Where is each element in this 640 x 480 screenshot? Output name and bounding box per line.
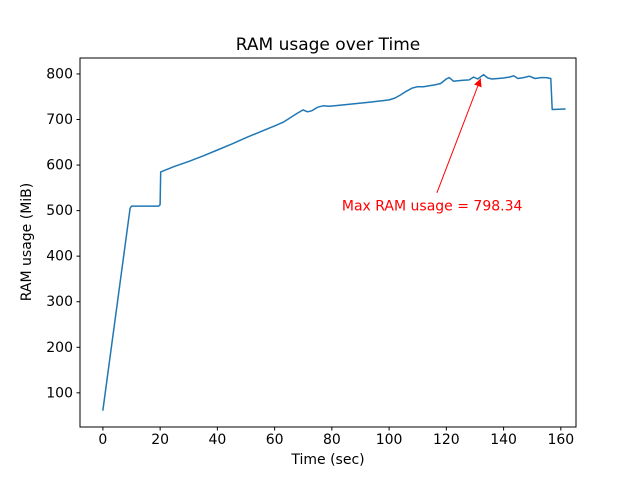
x-tick-label: 120	[433, 432, 460, 448]
ram-usage-line	[102, 73, 566, 411]
x-tick-label: 20	[151, 432, 169, 448]
y-tick-label: 500	[46, 203, 73, 219]
chart-title: RAM usage over Time	[235, 35, 421, 55]
y-tick-label: 200	[46, 340, 73, 356]
y-tick-label: 700	[46, 112, 73, 128]
x-tick-label: 160	[547, 432, 574, 448]
y-tick-label: 400	[46, 249, 73, 265]
x-tick-label: 0	[98, 432, 107, 448]
y-tick-label: 100	[46, 385, 73, 401]
annotation-text: Max RAM usage = 798.34	[342, 199, 523, 215]
axes-spines	[79, 57, 577, 428]
x-tick-label: 140	[490, 432, 517, 448]
annotation-arrow	[436, 78, 482, 194]
x-tick-label: 80	[323, 432, 341, 448]
x-tick-label: 40	[208, 432, 226, 448]
y-tick-label: 600	[46, 158, 73, 174]
x-axis-label: Time (sec)	[291, 452, 365, 468]
y-tick-label: 300	[46, 294, 73, 310]
y-tick-label: 800	[46, 66, 73, 82]
x-tick-label: 100	[376, 432, 403, 448]
x-tick-label: 60	[266, 432, 284, 448]
